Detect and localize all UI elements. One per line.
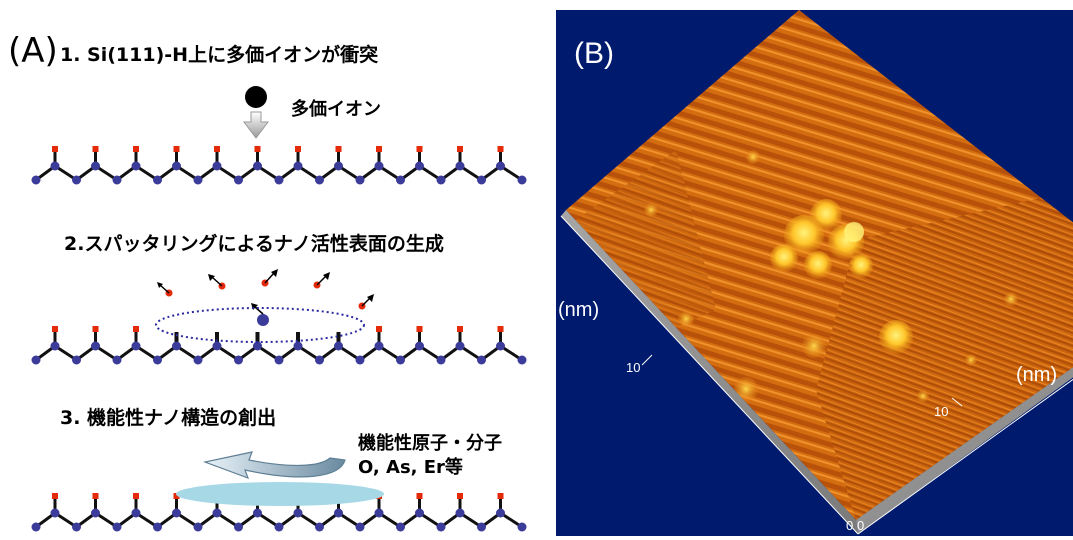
nanostructure-ellipse <box>176 482 384 506</box>
tick-0-left: 0 <box>846 518 853 533</box>
tick-10-right: 10 <box>934 404 948 419</box>
panel-a-label: (A) <box>8 31 58 71</box>
stm-image: (B) (nm) (nm) 10 10 0 0 <box>558 10 1073 535</box>
lattice-3 <box>31 493 527 532</box>
step-3-title: 3. 機能性ナノ構造の創出 <box>60 407 277 429</box>
step-1-title: 1. Si(111)-H上に多価イオンが衝突 <box>60 44 379 66</box>
stm-base-right <box>856 367 1073 534</box>
lattice-2 <box>31 326 527 365</box>
active-region-ellipse <box>155 307 365 343</box>
tick-0-right: 0 <box>857 518 864 533</box>
axis-unit-right: (nm) <box>1016 364 1057 386</box>
curved-arrow-icon <box>202 451 346 480</box>
ion-label: 多価イオン <box>291 99 381 120</box>
down-arrow-icon <box>243 111 269 139</box>
axis-unit-left: (nm) <box>558 299 599 321</box>
panel-b-stm-image: (B) (nm) (nm) 10 10 0 0 <box>556 10 1073 536</box>
stm-base-left <box>561 210 858 534</box>
ion-ball <box>245 86 267 108</box>
tick-10-left: 10 <box>626 360 640 375</box>
functional-label-2: O, As, Er等 <box>358 457 463 478</box>
lattice-1 <box>31 146 527 185</box>
step-2-title: 2.スパッタリングによるナノ活性表面の生成 <box>64 233 444 255</box>
functional-label-1: 機能性原子・分子 <box>358 433 502 454</box>
panel-b-label: (B) <box>574 37 614 70</box>
lattice-diagrams <box>31 86 527 532</box>
sputtered-particles <box>157 269 374 326</box>
stm-surface <box>566 10 1073 520</box>
